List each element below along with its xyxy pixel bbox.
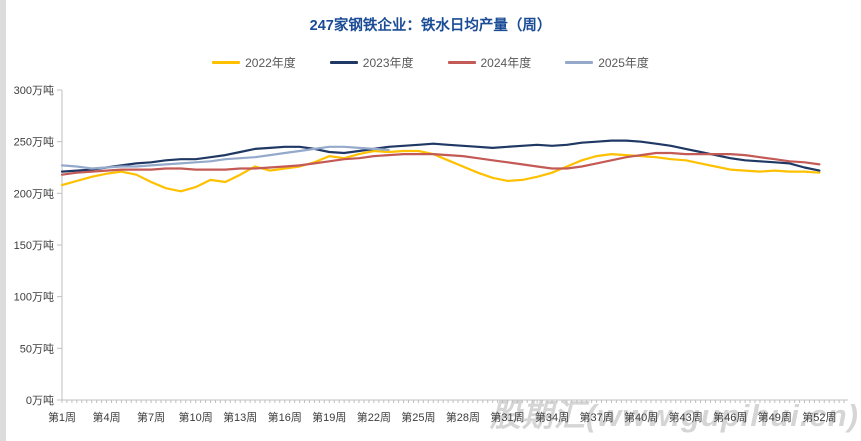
x-tick-label: 第19周 [312,410,346,424]
x-tick-label: 第43周 [669,410,703,424]
x-tick-label: 第10周 [179,410,213,424]
y-tick-label: 200万吨 [14,187,54,200]
legend: 2022年度 2023年度 2024年度 2025年度 [0,54,861,71]
legend-label: 2022年度 [245,56,296,70]
legend-label: 2024年度 [480,56,532,70]
series-line-2024年度 [60,151,821,176]
x-tick-label: 第40周 [624,410,658,424]
x-tick-label: 第34周 [535,410,569,424]
x-tick-label: 第22周 [357,410,391,424]
legend-item-2024年度: 2024年度 [447,54,532,71]
legend-swatch-2024年度 [447,61,476,64]
left-edge-strip [0,0,6,441]
x-tick-label: 第16周 [268,410,302,424]
legend-item-2025年度: 2025年度 [565,54,649,71]
legend-item-2023年度: 2023年度 [329,54,414,71]
x-tick-label: 第13周 [223,410,257,424]
series-line-2025年度 [60,145,390,170]
series-line-2022年度 [60,149,821,193]
legend-swatch-2025年度 [565,61,594,64]
x-tick-label: 第25周 [401,410,435,424]
x-tick-label: 第4周 [92,410,120,424]
y-tick-label: 250万吨 [14,136,54,149]
legend-swatch-2022年度 [212,61,241,64]
watermark: 股期汇(www.gupihui.cn) [489,398,859,433]
chart-title: 247家钢铁企业：铁水日均产量（周） [309,18,552,34]
y-tick-label: 0万吨 [26,394,54,407]
x-tick-label: 第52周 [802,410,836,424]
series-line-2023年度 [60,139,821,173]
legend-label: 2023年度 [362,56,414,70]
x-tick-label: 第31周 [490,410,524,424]
x-tick-label: 第37周 [579,410,613,424]
y-tick-label: 50万吨 [20,342,54,355]
x-tick-label: 第46周 [713,410,747,424]
legend-label: 2025年度 [598,56,649,70]
legend-item-2022年度: 2022年度 [212,54,296,71]
legend-swatch-2023年度 [329,61,358,64]
x-tick-label: 第49周 [758,410,792,424]
y-tick-label: 150万吨 [14,239,54,252]
x-tick-label: 第28周 [446,410,480,424]
x-tick-label: 第7周 [137,410,165,424]
y-tick-label: 300万吨 [14,84,54,97]
x-tick-label: 第1周 [48,410,76,424]
y-tick-label: 100万吨 [14,291,54,304]
